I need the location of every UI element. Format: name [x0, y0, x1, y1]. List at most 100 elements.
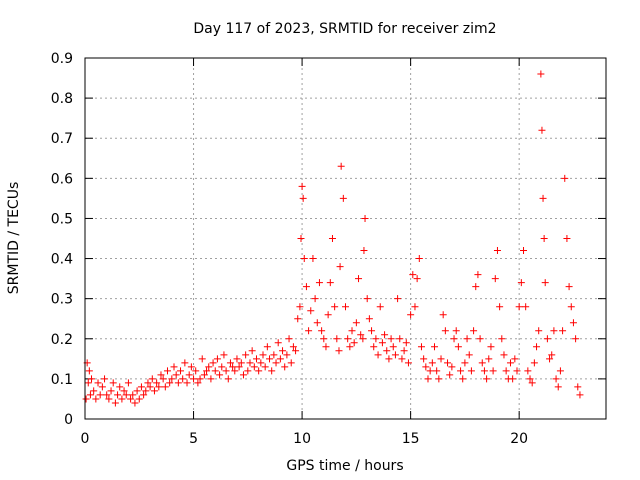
x-tick-label: 20 — [510, 431, 528, 447]
data-point — [135, 395, 143, 403]
data-point — [552, 375, 560, 383]
data-point — [424, 375, 432, 383]
data-point — [205, 363, 213, 371]
data-point — [483, 375, 491, 383]
data-point — [428, 359, 436, 367]
data-point — [259, 351, 267, 359]
data-point — [452, 327, 460, 335]
data-point — [350, 339, 358, 347]
data-point — [246, 359, 254, 367]
data-point — [144, 379, 152, 387]
data-point — [129, 391, 137, 399]
data-point — [491, 275, 499, 283]
x-tick-label: 15 — [402, 431, 420, 447]
data-point — [331, 303, 339, 311]
y-tick-label: 0.6 — [51, 171, 73, 187]
data-point — [361, 214, 369, 222]
data-point — [96, 391, 104, 399]
data-point — [298, 182, 306, 190]
data-point — [177, 367, 185, 375]
data-point — [500, 351, 508, 359]
data-point — [98, 383, 106, 391]
data-point — [324, 311, 332, 319]
data-point — [530, 359, 538, 367]
data-point — [439, 311, 447, 319]
data-point — [563, 235, 571, 242]
data-point — [302, 283, 310, 291]
data-point — [407, 311, 415, 319]
data-point — [344, 335, 352, 343]
data-point — [155, 383, 163, 391]
data-point — [326, 279, 334, 287]
plot-frame — [84, 57, 607, 420]
data-point — [252, 355, 260, 363]
data-point — [422, 363, 430, 371]
y-tick-label: 0.2 — [51, 332, 73, 348]
data-point — [435, 375, 443, 383]
data-point — [546, 355, 554, 363]
data-point — [537, 70, 545, 78]
data-point — [276, 355, 284, 363]
data-point — [535, 327, 543, 335]
data-point — [88, 375, 96, 383]
data-point — [328, 235, 336, 242]
data-point — [140, 391, 148, 399]
data-point — [185, 371, 193, 379]
data-point — [168, 375, 176, 383]
data-point — [524, 367, 532, 375]
y-tick-label: 0.7 — [51, 131, 73, 147]
data-point — [85, 367, 93, 375]
data-point — [528, 379, 536, 387]
y-tick-label: 0.3 — [51, 292, 73, 308]
data-point — [211, 367, 219, 375]
data-point — [194, 379, 202, 387]
data-point — [426, 367, 434, 375]
data-point — [124, 379, 132, 387]
data-point — [574, 383, 582, 391]
data-point — [107, 387, 115, 395]
data-point — [150, 387, 158, 395]
data-point — [360, 247, 368, 255]
data-point — [292, 347, 300, 355]
data-point — [368, 327, 376, 335]
data-point — [357, 331, 365, 339]
data-point — [359, 335, 367, 343]
data-point — [268, 367, 276, 375]
data-point — [576, 391, 584, 399]
data-point — [333, 335, 341, 343]
data-point — [250, 363, 258, 371]
data-point — [513, 367, 521, 375]
data-point — [244, 367, 252, 375]
data-point — [515, 303, 523, 311]
data-point — [463, 335, 471, 343]
data-point — [396, 335, 404, 343]
data-point — [398, 355, 406, 363]
data-point — [394, 295, 402, 303]
data-point — [493, 247, 501, 255]
data-point — [409, 271, 417, 279]
data-point — [101, 375, 109, 383]
data-point — [565, 283, 573, 291]
data-point — [457, 367, 465, 375]
data-point — [352, 319, 360, 327]
data-point — [372, 335, 380, 343]
data-point — [200, 371, 208, 379]
data-point — [381, 331, 389, 339]
data-point — [337, 162, 345, 170]
data-point — [311, 295, 319, 303]
data-point — [248, 347, 256, 355]
data-point — [174, 379, 182, 387]
data-point — [511, 355, 519, 363]
data-point — [222, 367, 230, 375]
data-point — [411, 303, 419, 311]
data-point — [270, 351, 278, 359]
x-tick-label: 10 — [293, 431, 311, 447]
data-point — [307, 307, 315, 315]
data-point — [161, 383, 169, 391]
data-point — [198, 355, 206, 363]
x-tick-label: 0 — [81, 431, 90, 447]
data-point — [285, 335, 293, 343]
data-point — [400, 347, 408, 355]
data-point — [220, 351, 228, 359]
